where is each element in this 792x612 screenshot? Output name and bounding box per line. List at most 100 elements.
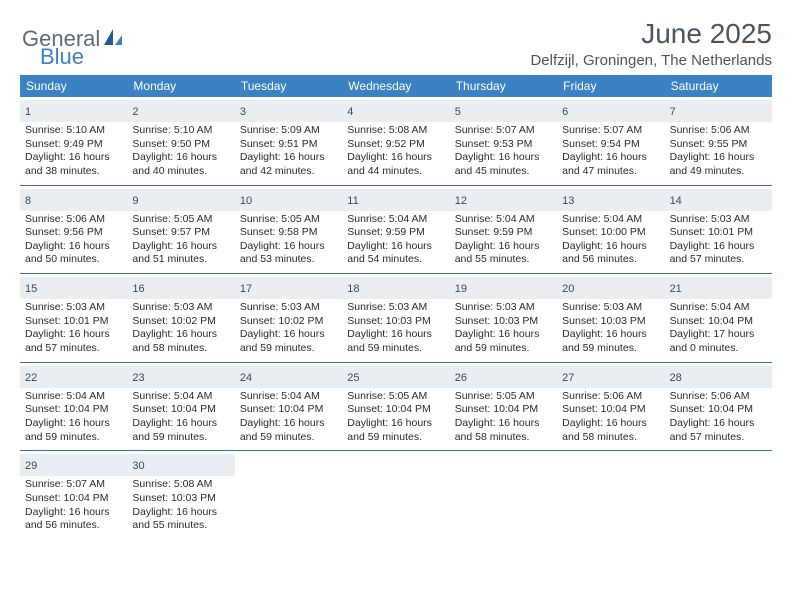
daylight-line: Daylight: 16 hours	[132, 151, 229, 165]
sunset-line: Sunset: 10:04 PM	[132, 403, 229, 417]
week-row: 22Sunrise: 5:04 AMSunset: 10:04 PMDaylig…	[20, 363, 772, 452]
daylight-line: Daylight: 17 hours	[670, 328, 767, 342]
daylight-line: Daylight: 16 hours	[240, 417, 337, 431]
day-number-row: 13	[557, 189, 664, 211]
day-cell	[342, 451, 449, 539]
day-cell: 9Sunrise: 5:05 AMSunset: 9:57 PMDaylight…	[127, 186, 234, 274]
day-number-row: 26	[450, 366, 557, 388]
daylight-line: and 59 minutes.	[347, 342, 444, 356]
page-title: June 2025	[530, 18, 772, 50]
day-number-row: 25	[342, 366, 449, 388]
sunset-line: Sunset: 9:58 PM	[240, 226, 337, 240]
day-number: 18	[347, 283, 359, 295]
sunrise-line: Sunrise: 5:06 AM	[670, 390, 767, 404]
daylight-line: Daylight: 16 hours	[240, 151, 337, 165]
day-number: 7	[670, 106, 676, 118]
day-number: 17	[240, 283, 252, 295]
day-number: 23	[132, 372, 144, 384]
day-number-row: 1	[20, 100, 127, 122]
day-number-row: 28	[665, 366, 772, 388]
title-block: June 2025 Delfzijl, Groningen, The Nethe…	[530, 18, 772, 69]
day-number-row: 17	[235, 277, 342, 299]
daylight-line: Daylight: 16 hours	[562, 417, 659, 431]
day-number: 29	[25, 460, 37, 472]
day-number-row: 21	[665, 277, 772, 299]
sunrise-line: Sunrise: 5:09 AM	[240, 124, 337, 138]
sunrise-line: Sunrise: 5:04 AM	[562, 213, 659, 227]
day-cell: 12Sunrise: 5:04 AMSunset: 9:59 PMDayligh…	[450, 186, 557, 274]
sunset-line: Sunset: 10:04 PM	[562, 403, 659, 417]
daylight-line: Daylight: 16 hours	[562, 151, 659, 165]
day-cell: 30Sunrise: 5:08 AMSunset: 10:03 PMDaylig…	[127, 451, 234, 539]
sunset-line: Sunset: 9:59 PM	[455, 226, 552, 240]
daylight-line: and 54 minutes.	[347, 253, 444, 267]
day-cell: 16Sunrise: 5:03 AMSunset: 10:02 PMDaylig…	[127, 274, 234, 362]
day-number: 4	[347, 106, 353, 118]
day-number: 28	[670, 372, 682, 384]
sunset-line: Sunset: 9:49 PM	[25, 138, 122, 152]
day-cell: 11Sunrise: 5:04 AMSunset: 9:59 PMDayligh…	[342, 186, 449, 274]
daylight-line: and 38 minutes.	[25, 165, 122, 179]
sunset-line: Sunset: 10:02 PM	[132, 315, 229, 329]
daylight-line: Daylight: 16 hours	[670, 417, 767, 431]
sunrise-line: Sunrise: 5:06 AM	[562, 390, 659, 404]
day-number-row: 18	[342, 277, 449, 299]
day-number: 16	[132, 283, 144, 295]
day-number: 27	[562, 372, 574, 384]
day-cell: 28Sunrise: 5:06 AMSunset: 10:04 PMDaylig…	[665, 363, 772, 451]
day-number: 22	[25, 372, 37, 384]
sunset-line: Sunset: 9:51 PM	[240, 138, 337, 152]
brand-text-2: Blue	[40, 44, 84, 69]
day-number: 30	[132, 460, 144, 472]
sunrise-line: Sunrise: 5:06 AM	[670, 124, 767, 138]
sunset-line: Sunset: 9:57 PM	[132, 226, 229, 240]
daylight-line: and 50 minutes.	[25, 253, 122, 267]
day-number: 1	[25, 106, 31, 118]
daylight-line: and 59 minutes.	[240, 342, 337, 356]
day-number-row: 12	[450, 189, 557, 211]
sunset-line: Sunset: 9:55 PM	[670, 138, 767, 152]
daylight-line: and 47 minutes.	[562, 165, 659, 179]
daylight-line: and 59 minutes.	[240, 431, 337, 445]
day-number: 3	[240, 106, 246, 118]
daylight-line: and 49 minutes.	[670, 165, 767, 179]
day-number-row: 11	[342, 189, 449, 211]
sunrise-line: Sunrise: 5:04 AM	[455, 213, 552, 227]
daylight-line: and 59 minutes.	[347, 431, 444, 445]
sunrise-line: Sunrise: 5:03 AM	[25, 301, 122, 315]
daylight-line: Daylight: 16 hours	[347, 417, 444, 431]
daylight-line: and 42 minutes.	[240, 165, 337, 179]
sunset-line: Sunset: 9:59 PM	[347, 226, 444, 240]
sunrise-line: Sunrise: 5:05 AM	[455, 390, 552, 404]
sunset-line: Sunset: 10:04 PM	[25, 492, 122, 506]
day-cell: 20Sunrise: 5:03 AMSunset: 10:03 PMDaylig…	[557, 274, 664, 362]
day-number: 14	[670, 195, 682, 207]
daylight-line: and 40 minutes.	[132, 165, 229, 179]
daylight-line: and 59 minutes.	[132, 431, 229, 445]
day-number-row: 22	[20, 366, 127, 388]
day-number-row: 20	[557, 277, 664, 299]
day-cell: 1Sunrise: 5:10 AMSunset: 9:49 PMDaylight…	[20, 97, 127, 185]
day-number: 5	[455, 106, 461, 118]
sunrise-line: Sunrise: 5:08 AM	[347, 124, 444, 138]
calendar-grid: Sunday Monday Tuesday Wednesday Thursday…	[0, 75, 792, 539]
daylight-line: Daylight: 16 hours	[347, 328, 444, 342]
weekday-header: Wednesday	[342, 75, 449, 97]
sunrise-line: Sunrise: 5:05 AM	[132, 213, 229, 227]
day-cell: 14Sunrise: 5:03 AMSunset: 10:01 PMDaylig…	[665, 186, 772, 274]
daylight-line: and 59 minutes.	[25, 431, 122, 445]
sunrise-line: Sunrise: 5:07 AM	[25, 478, 122, 492]
weekday-header: Tuesday	[235, 75, 342, 97]
day-number-row: 4	[342, 100, 449, 122]
day-number: 9	[132, 195, 138, 207]
daylight-line: and 59 minutes.	[455, 342, 552, 356]
day-cell: 25Sunrise: 5:05 AMSunset: 10:04 PMDaylig…	[342, 363, 449, 451]
daylight-line: and 44 minutes.	[347, 165, 444, 179]
day-cell: 7Sunrise: 5:06 AMSunset: 9:55 PMDaylight…	[665, 97, 772, 185]
sunrise-line: Sunrise: 5:03 AM	[132, 301, 229, 315]
sunrise-line: Sunrise: 5:03 AM	[347, 301, 444, 315]
day-number-row: 7	[665, 100, 772, 122]
sunset-line: Sunset: 10:04 PM	[25, 403, 122, 417]
sunrise-line: Sunrise: 5:07 AM	[455, 124, 552, 138]
day-number: 20	[562, 283, 574, 295]
